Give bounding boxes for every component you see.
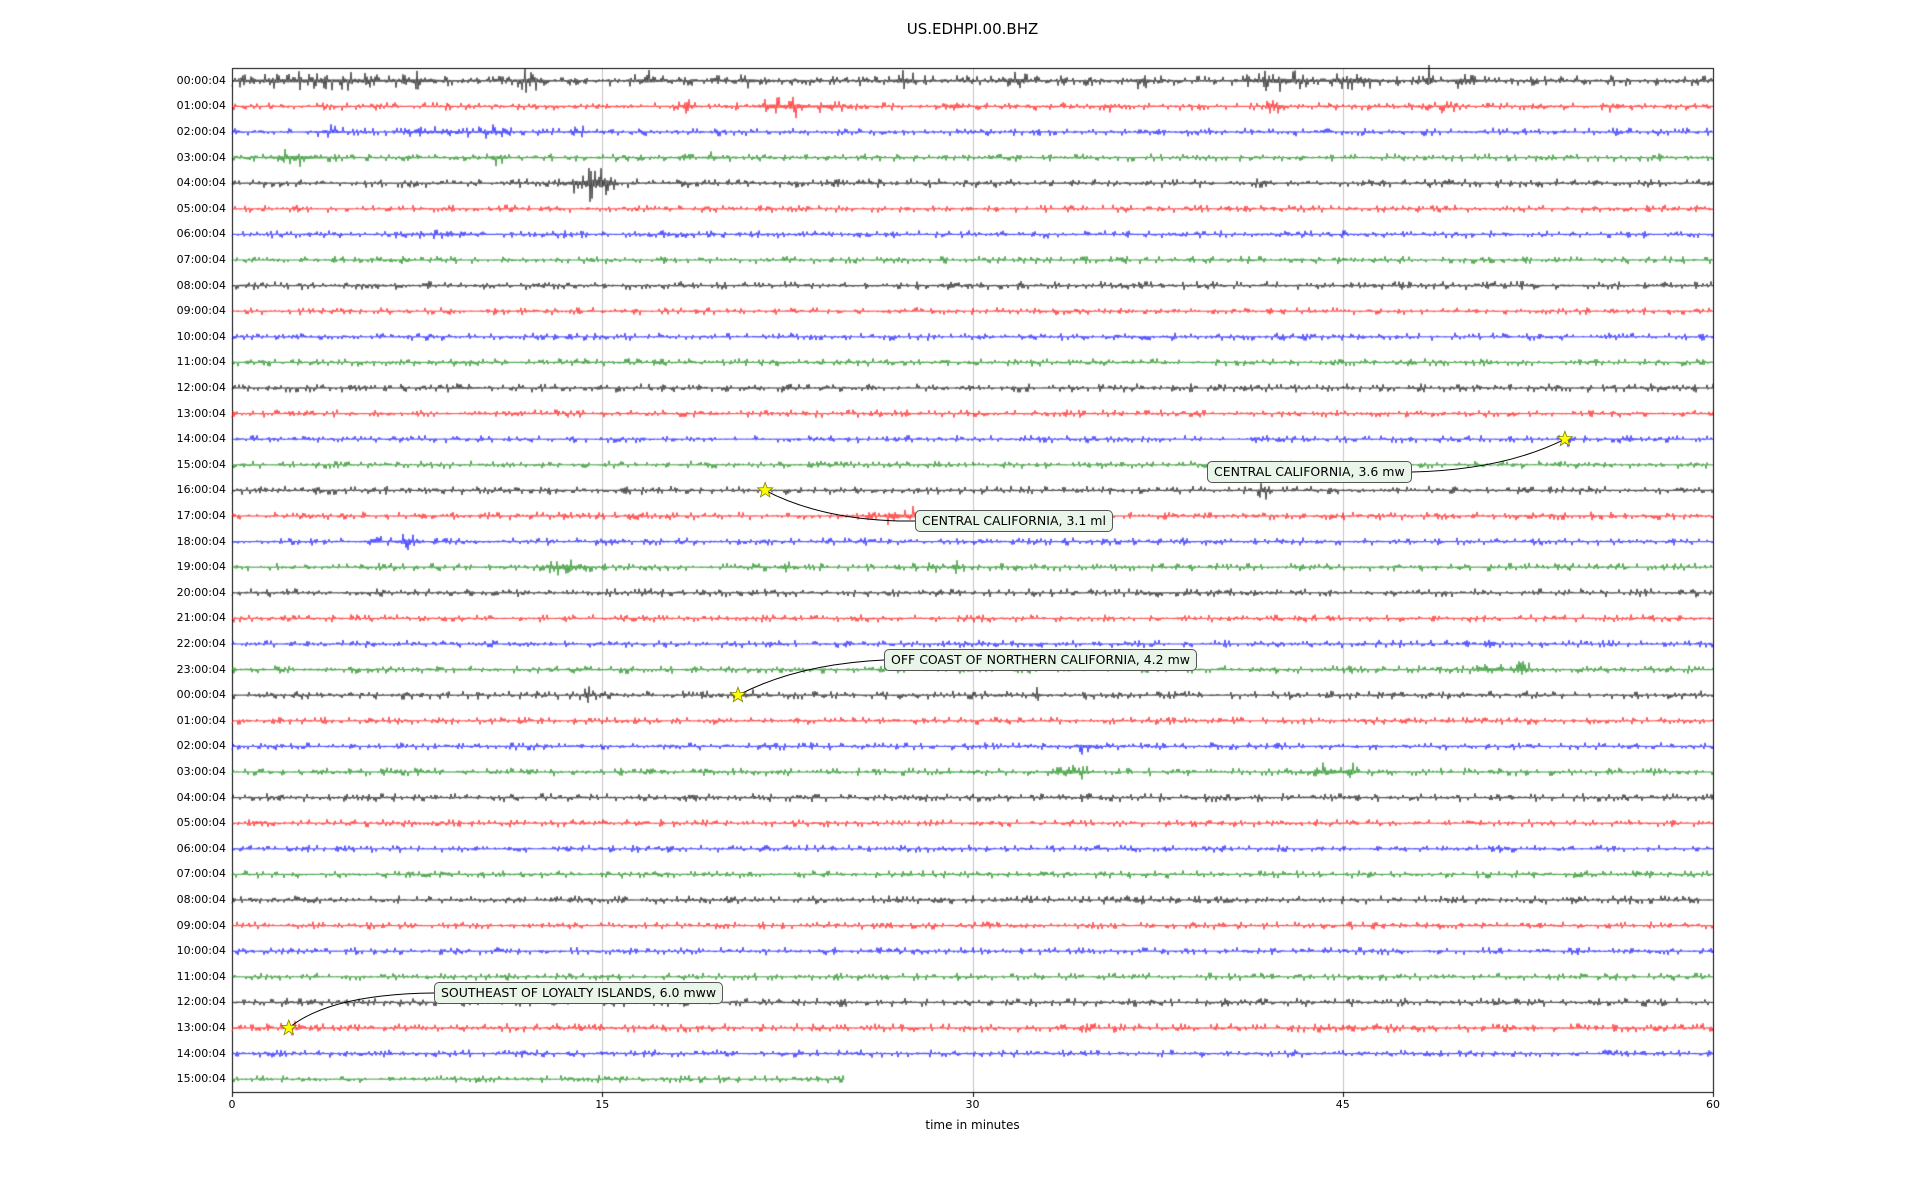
- trace-time-label: 07:00:04: [176, 253, 226, 266]
- event-annotation-label: OFF COAST OF NORTHERN CALIFORNIA, 4.2 mw: [884, 649, 1197, 671]
- trace-time-label: 22:00:04: [176, 637, 226, 650]
- trace-time-label: 15:00:04: [176, 1072, 226, 1086]
- trace-time-label: 01:00:04: [176, 713, 226, 727]
- trace-time-label: 08:00:04: [176, 278, 226, 292]
- x-tick-label: 30: [965, 1098, 980, 1111]
- trace-time-label: 12:00:04: [176, 995, 226, 1009]
- trace-time-label: 01:00:04: [176, 99, 226, 113]
- trace-time-label: 00:00:04: [176, 688, 226, 702]
- trace-time-label: 13:00:04: [176, 406, 226, 420]
- chart-title: US.EDHPI.00.BHZ: [906, 20, 1039, 38]
- x-tick-label: 60: [1706, 1098, 1720, 1111]
- event-annotation-label: CENTRAL CALIFORNIA, 3.6 mw: [1207, 461, 1412, 483]
- trace-time-label: 10:00:04: [176, 329, 226, 343]
- trace-time-label: 17:00:04: [176, 509, 226, 522]
- trace-time-label: 07:00:04: [176, 867, 226, 881]
- trace-time-label: 11:00:04: [176, 355, 226, 369]
- trace-time-label: 11:00:04: [176, 969, 226, 983]
- trace-time-label: 16:00:04: [176, 483, 226, 497]
- trace-time-label: 06:00:04: [176, 841, 226, 855]
- trace-time-label: 02:00:04: [176, 125, 226, 138]
- trace-time-label: 14:00:04: [176, 1046, 226, 1060]
- trace-time-label: 20:00:04: [176, 585, 226, 599]
- trace-time-label: 04:00:04: [176, 176, 226, 190]
- event-annotation-label: CENTRAL CALIFORNIA, 3.1 ml: [915, 510, 1113, 532]
- trace-time-label: 10:00:04: [176, 944, 226, 958]
- trace-time-label: 04:00:04: [176, 790, 226, 804]
- trace-time-label: 14:00:04: [176, 432, 226, 446]
- x-tick-label: 45: [1335, 1098, 1350, 1111]
- trace-time-label: 21:00:04: [176, 611, 226, 625]
- trace-time-label: 08:00:04: [176, 893, 226, 906]
- trace-time-label: 05:00:04: [176, 201, 226, 215]
- trace-time-label: 03:00:04: [176, 150, 226, 164]
- x-tick-label: 0: [228, 1098, 236, 1111]
- trace-time-label: 09:00:04: [176, 918, 226, 932]
- trace-time-label: 06:00:04: [176, 227, 226, 241]
- trace-time-label: 15:00:04: [176, 457, 226, 471]
- trace-time-label: 23:00:04: [176, 662, 226, 676]
- trace-time-label: 13:00:04: [176, 1021, 226, 1034]
- trace-time-label: 19:00:04: [176, 560, 226, 574]
- trace-time-label: 12:00:04: [176, 381, 226, 394]
- trace-time-label: 05:00:04: [176, 816, 226, 830]
- trace-time-label: 03:00:04: [176, 765, 226, 778]
- event-annotation-label: SOUTHEAST OF LOYALTY ISLANDS, 6.0 mww: [434, 982, 724, 1004]
- trace-time-label: 09:00:04: [176, 304, 226, 318]
- trace-time-label: 18:00:04: [176, 534, 226, 548]
- x-axis-label: time in minutes: [925, 1118, 1020, 1132]
- x-tick-label: 15: [595, 1098, 610, 1111]
- trace-time-label: 00:00:04: [176, 73, 226, 87]
- trace-time-label: 02:00:04: [176, 739, 226, 753]
